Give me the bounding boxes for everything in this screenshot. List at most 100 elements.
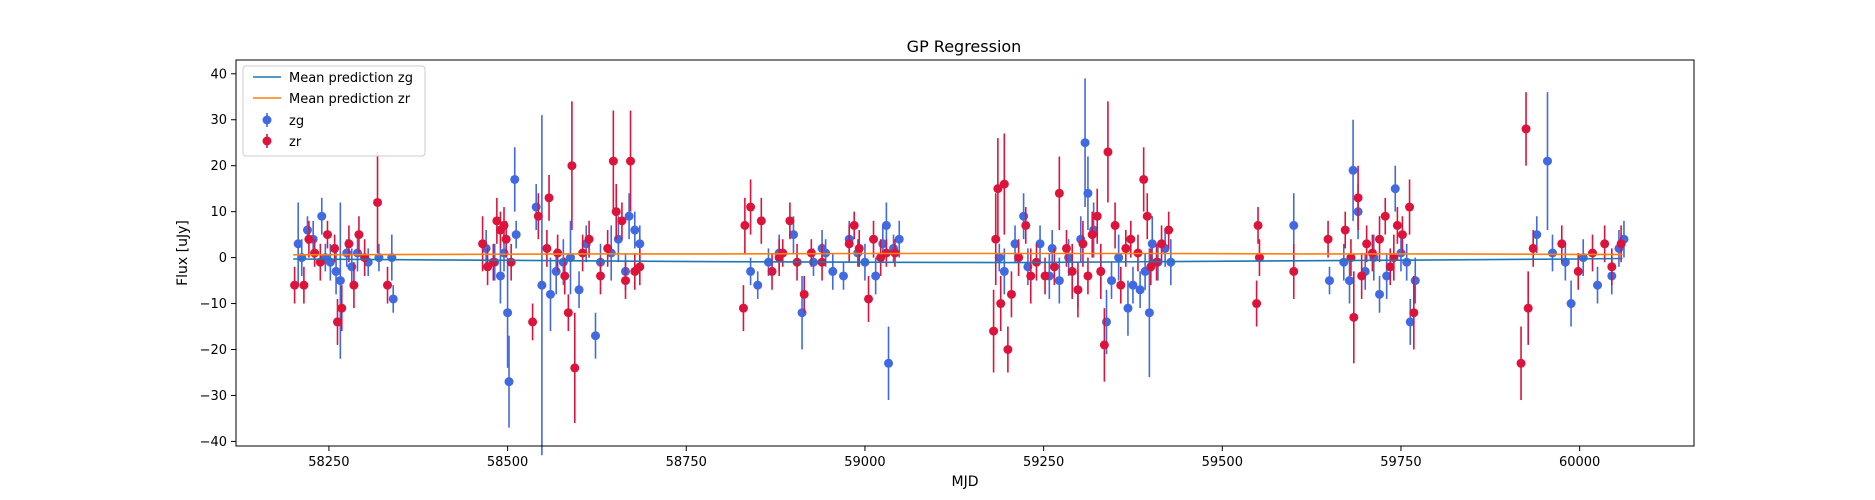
data-point-zr xyxy=(1073,285,1083,295)
data-point-zr xyxy=(991,234,1001,244)
data-point-zg xyxy=(1035,239,1045,249)
data-point-zr xyxy=(1021,220,1031,230)
data-point-zr xyxy=(996,299,1006,309)
data-point-zr xyxy=(553,248,563,258)
data-point-zr xyxy=(1164,225,1174,235)
data-point-zr xyxy=(785,216,795,226)
data-point-zg xyxy=(1325,276,1334,286)
data-point-zr xyxy=(608,156,618,166)
data-point-zr xyxy=(1121,243,1131,253)
data-point-zr xyxy=(1252,299,1262,309)
data-point-zr xyxy=(290,280,300,290)
data-point-zr xyxy=(626,156,636,166)
data-point-zg xyxy=(342,248,352,258)
data-point-zr xyxy=(1096,266,1106,276)
data-point-zr xyxy=(1607,262,1617,272)
data-point-zr xyxy=(1362,239,1372,249)
y-tick-label: −30 xyxy=(200,389,227,404)
data-point-zr xyxy=(1049,262,1059,272)
series-zr xyxy=(290,92,1626,424)
data-point-zr xyxy=(1289,266,1299,276)
data-point-zg xyxy=(302,225,312,235)
data-point-zr xyxy=(1357,271,1367,281)
data-point-zr xyxy=(1340,225,1350,235)
data-point-zg xyxy=(624,211,634,221)
data-point-zg xyxy=(510,174,520,184)
data-point-zr xyxy=(1253,220,1263,230)
data-point-zr xyxy=(1040,271,1050,281)
data-point-zr xyxy=(1078,239,1088,249)
data-point-zr xyxy=(1092,211,1102,221)
data-point-zg xyxy=(545,289,555,299)
data-point-zg xyxy=(537,280,547,290)
data-point-zg xyxy=(1080,138,1090,148)
data-point-zr xyxy=(1142,211,1152,221)
data-point-zr xyxy=(299,280,309,290)
data-point-zg xyxy=(1289,220,1299,230)
data-point-zg xyxy=(884,358,894,368)
y-tick-label: −20 xyxy=(200,343,227,358)
data-point-zr xyxy=(1385,262,1395,272)
data-point-zr xyxy=(533,211,543,221)
data-point-zg xyxy=(1410,276,1420,286)
data-point-zg xyxy=(574,285,584,295)
data-point-zg xyxy=(871,271,881,281)
data-point-zr xyxy=(499,220,509,230)
data-point-zr xyxy=(584,234,594,244)
data-point-zg xyxy=(1010,239,1020,249)
data-point-zg xyxy=(1135,285,1145,295)
data-point-zr xyxy=(844,239,854,249)
data-point-zr xyxy=(1323,234,1333,244)
data-point-zr xyxy=(528,317,538,327)
data-point-zr xyxy=(746,202,756,212)
data-point-zr xyxy=(349,280,359,290)
data-point-zr xyxy=(1397,230,1407,240)
series-zg xyxy=(293,78,1629,456)
data-point-zg xyxy=(317,211,327,221)
data-point-zr xyxy=(544,193,554,203)
data-point-zg xyxy=(1123,303,1133,313)
data-point-zg xyxy=(1375,289,1385,299)
data-point-zr xyxy=(1557,239,1567,249)
data-point-zg xyxy=(1532,230,1542,240)
data-point-zr xyxy=(304,234,314,244)
data-point-zr xyxy=(1014,253,1024,263)
x-tick-label: 58750 xyxy=(666,455,707,470)
x-tick-label: 59750 xyxy=(1380,455,1421,470)
data-point-zg xyxy=(828,266,838,276)
data-point-zr xyxy=(1116,280,1126,290)
data-point-zg xyxy=(551,266,561,276)
legend-label-zr-prediction: Mean prediction zr xyxy=(289,92,411,107)
data-point-zr xyxy=(1523,303,1533,313)
data-point-zg xyxy=(1560,257,1570,267)
data-point-zr xyxy=(1573,266,1583,276)
data-point-zr xyxy=(756,216,766,226)
data-point-zr xyxy=(1061,243,1071,253)
data-point-zg xyxy=(1128,280,1138,290)
data-point-zr xyxy=(1157,239,1167,249)
data-point-zg xyxy=(1083,188,1093,198)
data-point-zg xyxy=(1396,248,1406,258)
data-point-zr xyxy=(310,248,320,258)
data-point-zg xyxy=(1348,165,1358,175)
data-point-zr xyxy=(999,179,1009,189)
data-point-zg xyxy=(746,266,756,276)
data-point-zg xyxy=(499,248,509,258)
data-point-zg xyxy=(881,220,891,230)
mean-prediction-line-0 xyxy=(293,257,1623,264)
data-point-zr xyxy=(1006,289,1016,299)
data-point-zg xyxy=(894,234,904,244)
data-point-zr xyxy=(383,280,393,290)
data-point-zr xyxy=(1375,234,1385,244)
data-point-zr xyxy=(738,303,748,313)
data-point-zr xyxy=(1353,193,1363,203)
y-axis-ticks: −40 −30 −20 −10 0 10 20 30 40 xyxy=(200,67,236,450)
data-point-zg xyxy=(565,253,575,263)
plot-area xyxy=(290,78,1629,456)
y-tick-label: 0 xyxy=(219,251,227,266)
legend-box xyxy=(242,65,426,157)
data-point-zg xyxy=(590,331,600,341)
legend-label-zr: zr xyxy=(289,135,302,150)
x-axis-label: MJD xyxy=(952,474,979,490)
